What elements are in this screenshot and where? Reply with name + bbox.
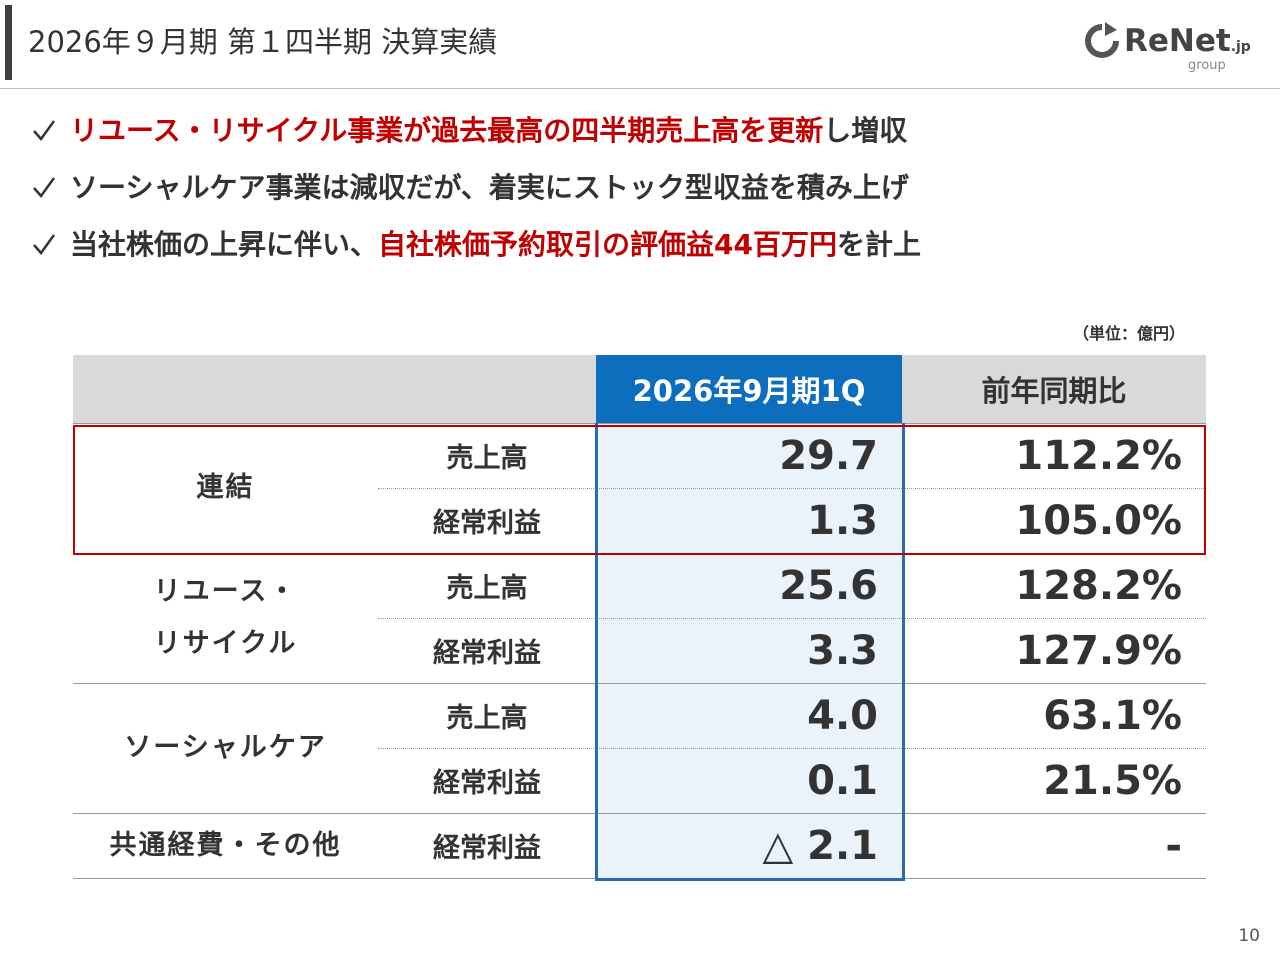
segment-cell: 共通経費・その他 [73,813,378,878]
yoy-cell: 127.9% [1015,627,1182,674]
yoy-cell: 128.2% [1015,562,1182,609]
value-cell: 29.7 [779,432,878,479]
segment-cell: ソーシャルケア [73,683,378,813]
header-rule [0,88,1280,89]
row-divider [378,488,1206,489]
row-divider [378,618,1206,619]
group-divider [73,683,1206,684]
item-cell: 売上高 [446,703,528,734]
check-icon [33,234,56,256]
check-icon [33,120,56,142]
unit-label: （単位：億円） [1072,324,1185,343]
segment-label: リサイクル [153,628,298,659]
value-column-border [595,423,905,881]
bullet-text: し増収 [823,114,908,147]
bullet-text: 当社株価の上昇に伴い、 [70,228,379,261]
value-cell: 0.1 [807,757,878,804]
value-cell: 3.3 [807,627,878,674]
bullet: ソーシャルケア事業は減収だが、着実にストック型収益を積み上げ [70,167,909,209]
bullet-highlight: 自社株価予約取引の評価益44百万円 [378,228,837,261]
segment-cell: 連結 [73,423,378,553]
logo-name: ReNet [1124,23,1231,59]
value-cell: △ 2.1 [762,822,878,869]
header-bar [5,5,12,80]
segment-label: 連結 [196,472,255,503]
group-divider [73,423,1206,424]
bullet-text: ソーシャルケア事業は減収だが、着実にストック型収益を積み上げ [70,171,909,204]
item-cell: 経常利益 [433,833,541,864]
logo-suffix: .jp [1230,39,1251,55]
value-cell: 25.6 [779,562,878,609]
yoy-cell: 105.0% [1015,497,1182,544]
yoy-cell: - [1165,822,1182,869]
header-cell-highlight: 2026年9月期1Q [596,355,902,423]
item-cell: 経常利益 [433,768,541,799]
logo-sub: group [1188,58,1226,73]
bullet: リユース・リサイクル事業が過去最高の四半期売上高を更新し増収 [70,110,907,152]
yoy-cell: 112.2% [1015,432,1182,479]
yoy-cell: 63.1% [1043,692,1182,739]
segment-label: リユース・ [153,576,298,607]
logo-icon [1085,22,1119,58]
segment-cell: リユース・リサイクル [73,553,378,683]
slide-title: 2026年９月期 第１四半期 決算実績 [28,25,498,59]
segment-label: 共通経費・その他 [109,829,342,861]
header-cell: 前年同期比 [981,374,1127,408]
check-icon [33,177,56,199]
bullet-text: を計上 [836,228,921,261]
item-cell: 売上高 [446,443,528,474]
group-divider [73,813,1206,814]
row-divider [378,748,1206,749]
item-cell: 経常利益 [433,508,541,539]
logo-text: ReNet.jp [1124,22,1251,66]
value-cell: 1.3 [807,497,878,544]
yoy-cell: 21.5% [1043,757,1182,804]
segment-label: ソーシャルケア [124,732,327,763]
bullet: 当社株価の上昇に伴い、自社株価予約取引の評価益44百万円を計上 [70,224,921,266]
item-cell: 売上高 [446,573,528,604]
highlight-box [73,425,1206,555]
value-column-bg [596,423,902,880]
value-cell: 4.0 [807,692,878,739]
page-number: 10 [1238,926,1260,946]
item-cell: 経常利益 [433,638,541,669]
bullet-highlight: リユース・リサイクル事業が過去最高の四半期売上高を更新 [70,114,824,147]
